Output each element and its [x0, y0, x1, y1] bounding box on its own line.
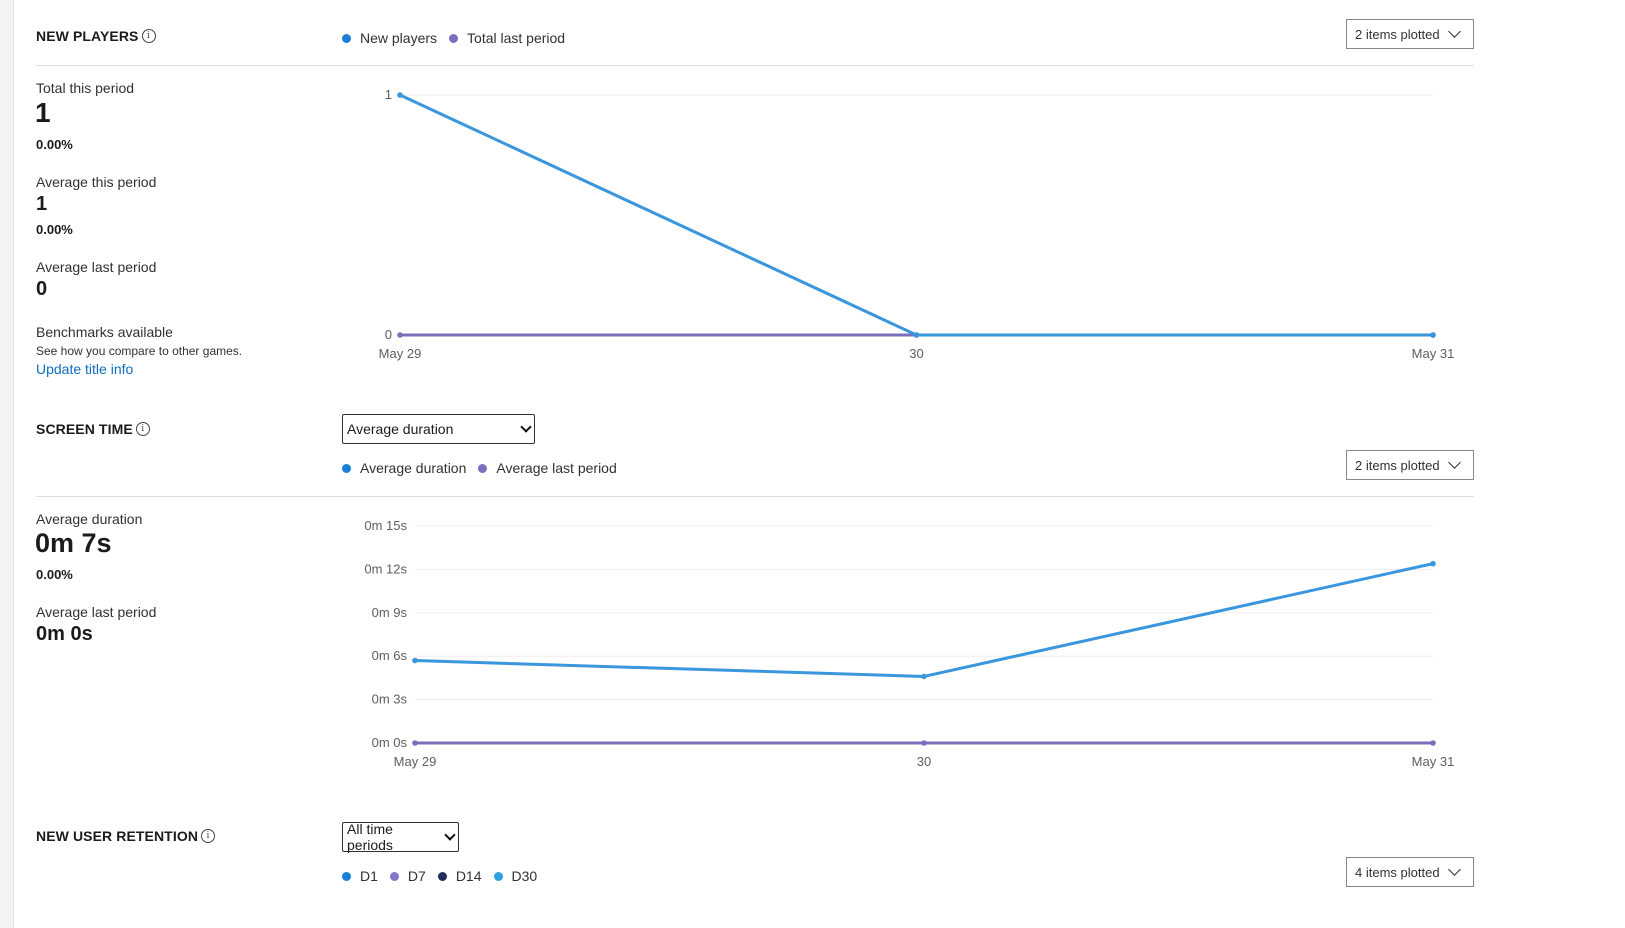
legend-dot-icon	[342, 871, 351, 881]
x-tick-label: May 31	[1412, 754, 1455, 769]
legend-item-average-last-period[interactable]: Average last period	[478, 460, 617, 476]
legend-label: New players	[360, 30, 438, 46]
data-point	[397, 92, 403, 98]
average-duration-pct: 0.00%	[36, 567, 73, 582]
legend-dot-icon	[449, 33, 459, 43]
benchmarks-title: Benchmarks available	[36, 324, 173, 340]
new-players-divider	[36, 65, 1474, 66]
legend-label: D14	[455, 868, 482, 884]
legend-dot-icon	[342, 33, 351, 43]
left-scroll-gutter	[0, 0, 14, 928]
legend-label: D7	[407, 868, 426, 884]
y-tick-label: 1	[385, 87, 392, 102]
legend-label: Average duration	[360, 460, 467, 476]
legend-label: Average last period	[496, 460, 617, 476]
legend-label: D1	[360, 868, 378, 884]
x-tick-label: May 31	[1412, 346, 1455, 361]
legend-label: Total last period	[467, 30, 566, 46]
legend-dot-icon	[493, 871, 503, 881]
legend-item-d1[interactable]: D1	[342, 868, 378, 884]
data-point	[412, 740, 418, 746]
legend-item-new-players[interactable]: New players	[342, 30, 437, 46]
y-tick-label: 0m 12s	[364, 561, 407, 576]
average-last-period-label: Average last period	[36, 604, 157, 620]
data-point	[1430, 740, 1436, 746]
screen-time-title-text: SCREEN TIME	[36, 421, 133, 437]
select-value: Average duration	[347, 421, 454, 437]
new-players-title: NEW PLAYERS i	[36, 28, 156, 44]
legend-item-average-duration[interactable]: Average duration	[342, 460, 466, 476]
legend-label: D30	[511, 868, 538, 884]
retention-legend: D1 D7 D14 D30	[342, 868, 549, 884]
info-icon[interactable]: i	[201, 829, 216, 843]
retention-title-text: NEW USER RETENTION	[36, 828, 199, 844]
benchmarks-description: See how you compare to other games.	[36, 344, 243, 358]
legend-dot-icon	[342, 463, 351, 473]
retention-period-select[interactable]: All time periods	[342, 821, 459, 853]
legend-item-d30[interactable]: D30	[493, 868, 538, 884]
data-point	[412, 657, 418, 664]
new-user-retention-title: NEW USER RETENTION i	[36, 828, 216, 844]
legend-item-d7[interactable]: D7	[389, 868, 426, 884]
average-last-period-value: 0m 0s	[36, 623, 93, 645]
x-tick-label: 30	[909, 346, 923, 361]
screen-time-title: SCREEN TIME i	[36, 421, 150, 437]
average-duration-value: 0m 7s	[35, 528, 112, 558]
average-this-period-label: Average this period	[36, 174, 157, 190]
x-tick-label: 30	[917, 754, 931, 769]
legend-dot-icon	[478, 463, 488, 473]
retention-items-plotted-button[interactable]: 4 items plotted	[1346, 857, 1474, 887]
info-icon[interactable]: i	[135, 422, 150, 436]
items-plotted-label: 2 items plotted	[1355, 26, 1440, 42]
average-last-period-value: 0	[36, 278, 48, 300]
average-last-period-label: Average last period	[36, 259, 157, 275]
screen-time-legend: Average duration Average last period	[342, 460, 629, 476]
average-this-period-value: 1	[36, 193, 48, 215]
select-value: All time periods	[347, 821, 393, 853]
info-icon[interactable]: i	[141, 29, 156, 43]
chevron-down-icon	[444, 829, 456, 841]
data-point	[1430, 332, 1436, 338]
items-plotted-label: 2 items plotted	[1355, 457, 1440, 473]
new-players-title-text: NEW PLAYERS	[36, 28, 139, 44]
data-point	[921, 740, 927, 746]
items-plotted-label: 4 items plotted	[1355, 864, 1440, 880]
new-players-items-plotted-button[interactable]: 2 items plotted	[1346, 19, 1474, 49]
total-this-period-value: 1	[35, 97, 51, 128]
legend-dot-icon	[389, 871, 399, 881]
legend-item-d14[interactable]: D14	[437, 868, 482, 884]
average-this-period-pct: 0.00%	[36, 222, 73, 237]
data-point	[397, 332, 403, 338]
y-tick-label: 0m 3s	[372, 692, 408, 707]
y-tick-label: 0m 15s	[364, 518, 407, 533]
series-line	[414, 562, 1434, 678]
data-point	[921, 673, 927, 680]
screen-time-items-plotted-button[interactable]: 2 items plotted	[1346, 450, 1474, 480]
average-duration-label: Average duration	[36, 511, 143, 527]
new-players-legend: New players Total last period	[342, 30, 577, 46]
y-tick-label: 0m 0s	[372, 735, 408, 750]
update-title-info-link[interactable]: Update title info	[36, 361, 134, 377]
screen-time-divider	[36, 496, 1474, 497]
chevron-down-icon	[1447, 863, 1461, 876]
legend-item-total-last-period[interactable]: Total last period	[449, 30, 565, 46]
y-tick-label: 0m 9s	[372, 605, 408, 620]
x-tick-label: May 29	[394, 754, 437, 769]
data-point	[913, 332, 920, 338]
y-tick-label: 0	[385, 327, 392, 342]
data-point	[1430, 560, 1436, 567]
total-this-period-pct: 0.00%	[36, 137, 73, 152]
screen-time-metric-select[interactable]: Average duration	[342, 414, 535, 444]
x-tick-label: May 29	[379, 346, 422, 361]
total-this-period-label: Total this period	[36, 80, 135, 96]
legend-dot-icon	[437, 871, 447, 881]
y-tick-label: 0m 6s	[372, 648, 408, 663]
